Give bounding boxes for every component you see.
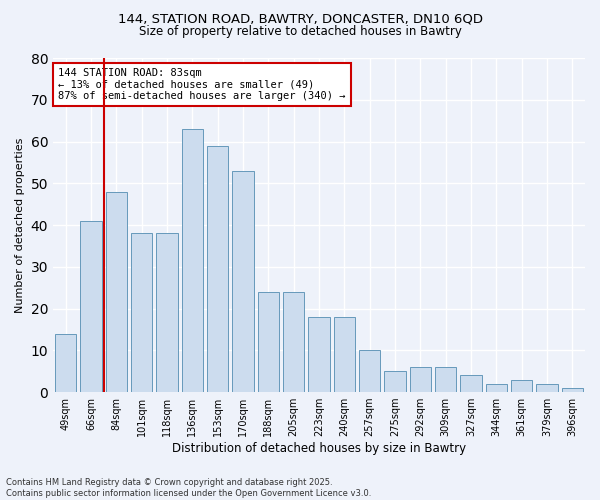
Bar (410, 367, 431, 392)
Bar (384, 371, 406, 392)
X-axis label: Distribution of detached houses by size in Bawtry: Distribution of detached houses by size … (172, 442, 466, 455)
Text: Size of property relative to detached houses in Bawtry: Size of property relative to detached ho… (139, 25, 461, 38)
Bar (485, 384, 507, 392)
Bar (283, 292, 304, 392)
Text: Contains HM Land Registry data © Crown copyright and database right 2025.
Contai: Contains HM Land Registry data © Crown c… (6, 478, 371, 498)
Bar (182, 129, 203, 392)
Bar (435, 367, 457, 392)
Bar (232, 171, 254, 392)
Bar (511, 380, 532, 392)
Bar (80, 221, 102, 392)
Bar (334, 317, 355, 392)
Text: 144, STATION ROAD, BAWTRY, DONCASTER, DN10 6QD: 144, STATION ROAD, BAWTRY, DONCASTER, DN… (118, 12, 482, 26)
Bar (156, 234, 178, 392)
Bar (207, 146, 229, 392)
Bar (562, 388, 583, 392)
Y-axis label: Number of detached properties: Number of detached properties (15, 138, 25, 312)
Bar (359, 350, 380, 392)
Bar (55, 334, 76, 392)
Bar (460, 376, 482, 392)
Bar (257, 292, 279, 392)
Bar (131, 234, 152, 392)
Bar (106, 192, 127, 392)
Bar (308, 317, 330, 392)
Text: 144 STATION ROAD: 83sqm
← 13% of detached houses are smaller (49)
87% of semi-de: 144 STATION ROAD: 83sqm ← 13% of detache… (58, 68, 346, 101)
Bar (536, 384, 558, 392)
